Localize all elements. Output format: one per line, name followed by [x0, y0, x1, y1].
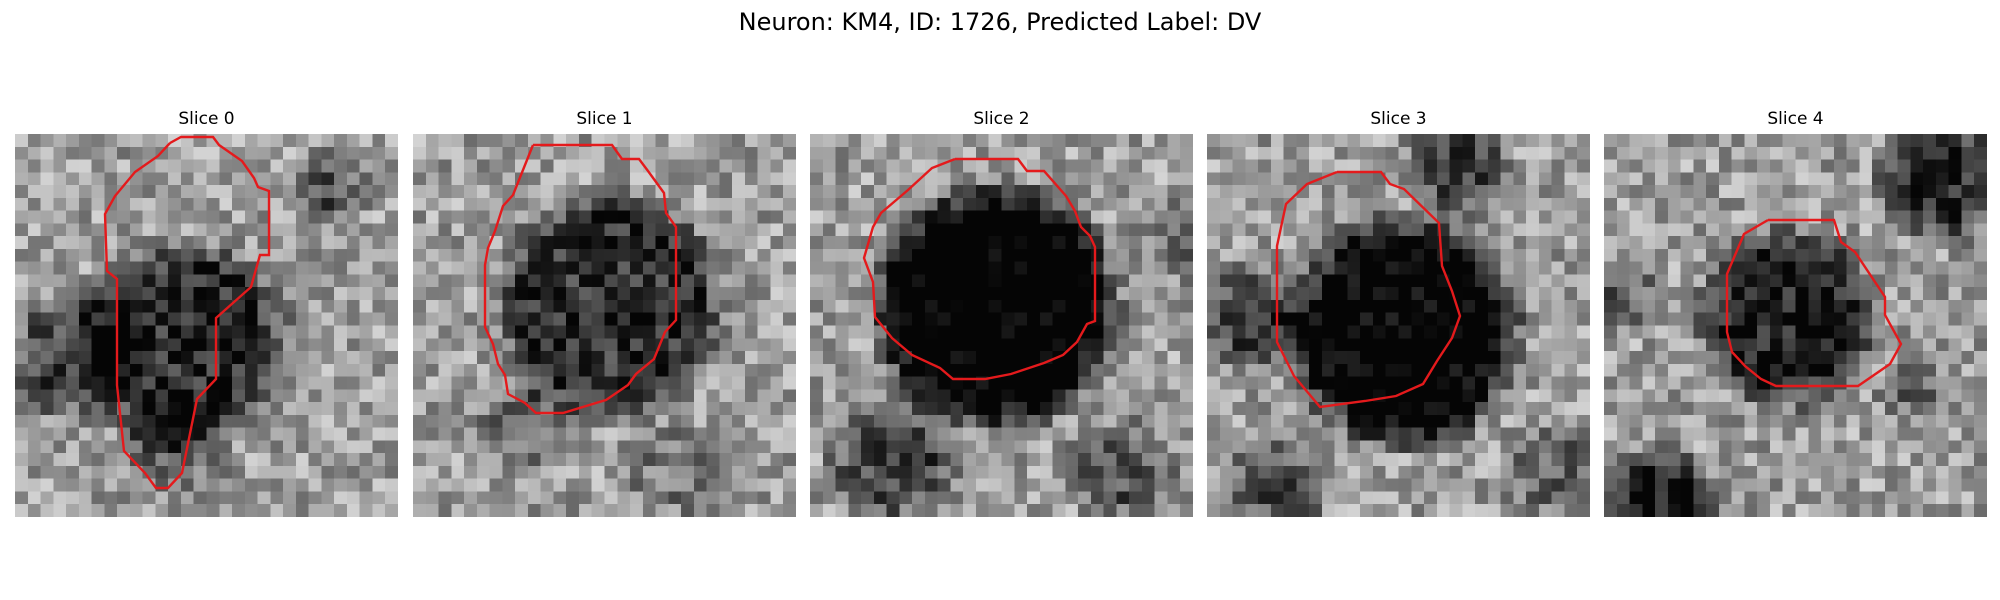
segmentation-contour: [483, 143, 678, 415]
slice-image-3: [1207, 134, 1590, 517]
slice-title-4: Slice 4: [1767, 109, 1824, 129]
slice-title-1: Slice 1: [576, 109, 633, 129]
slice-title-3: Slice 3: [1370, 109, 1427, 129]
segmentation-contour: [1725, 218, 1903, 388]
grayscale-micrograph: [15, 134, 398, 517]
slice-image-0: [15, 134, 398, 517]
segmentation-contour: [862, 157, 1097, 381]
figure-title: Neuron: KM4, ID: 1726, Predicted Label: …: [738, 8, 1262, 36]
slice-title-0: Slice 0: [178, 109, 235, 129]
slice-image-1: [413, 134, 796, 517]
segmentation-contour: [1275, 170, 1462, 409]
slice-title-2: Slice 2: [973, 109, 1030, 129]
grayscale-micrograph: [1604, 134, 1987, 517]
grayscale-micrograph: [413, 134, 796, 517]
grayscale-micrograph: [810, 134, 1193, 517]
segmentation-contour: [103, 135, 271, 490]
slice-image-4: [1604, 134, 1987, 517]
slice-image-2: [810, 134, 1193, 517]
grayscale-micrograph: [1207, 134, 1590, 517]
